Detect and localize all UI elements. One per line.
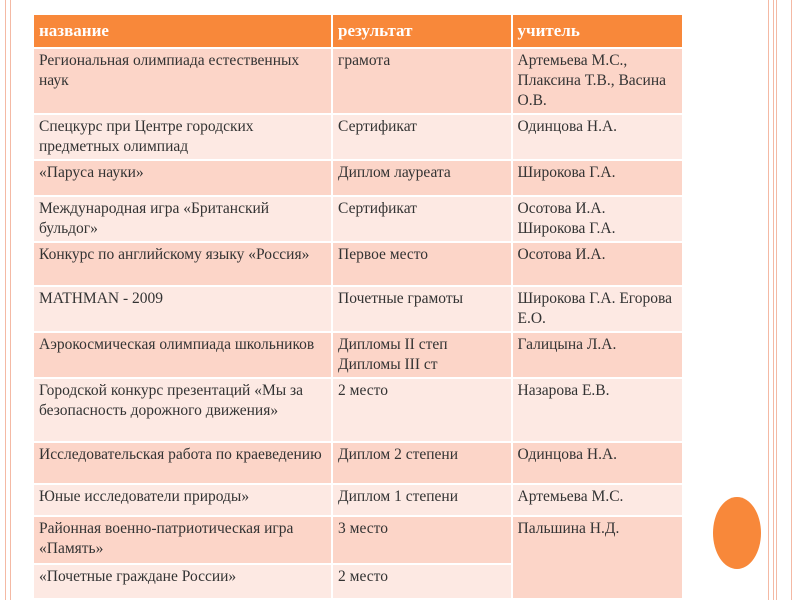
cell-result: Диплом лауреата — [331, 159, 513, 197]
header-teacher: учитель — [510, 13, 685, 49]
cell-teacher: Назарова Е.В. — [510, 377, 685, 443]
slide-frame-left — [5, 0, 11, 600]
cell-name: Юные исследователи природы» — [31, 483, 334, 517]
cell-name: Спецкурс при Центре городских предметных… — [31, 113, 334, 161]
cell-teacher: Галицына Л.А. — [510, 331, 685, 379]
table-row: Региональная олимпиада естественных наук… — [31, 47, 685, 115]
table-row: Юные исследователи природы» Диплом 1 степ… — [31, 483, 685, 517]
table-row: «Почетные граждане России» 2 место — [31, 563, 683, 600]
table-row: Конкурс по английскому языку «Россия» Пер… — [31, 241, 685, 287]
table-row: Аэрокосмическая олимпиада школьников Дипл… — [31, 331, 685, 379]
cell-name: Районная военно-патриотическая игра «Пам… — [31, 515, 334, 565]
cell-result: Дипломы II степ Дипломы III ст — [331, 331, 513, 379]
cell-name: MATHMAN - 2009 — [31, 285, 334, 333]
cell-result: Сертификат — [331, 113, 513, 161]
cell-name: Международная игра «Британский бульдог» — [31, 195, 334, 243]
slide-frame-right-outer — [776, 0, 792, 600]
cell-name: Городской конкурс презентаций «Мы за без… — [31, 377, 334, 443]
cell-name: Конкурс по английскому языку «Россия» — [31, 241, 334, 287]
table-row: Городской конкурс презентаций «Мы за без… — [31, 377, 685, 443]
table-row: Районная военно-патриотическая игра «Пам… — [31, 515, 685, 600]
cell-teacher: Пальшина Н.Д. — [510, 515, 685, 600]
table-row: «Паруса науки» Диплом лауреата Широкова Г.… — [31, 159, 685, 197]
cell-result: Диплом 1 степени — [331, 483, 513, 517]
cell-result: 3 место — [331, 515, 513, 565]
decorative-circle — [713, 497, 761, 569]
table-header-row: название результат учитель — [31, 13, 685, 49]
cell-teacher: Широкова Г.А. Егорова Е.О. — [510, 285, 685, 333]
cell-teacher: Артемьева М.С. — [510, 483, 685, 517]
cell-result: Диплом 2 степени — [331, 441, 513, 485]
cell-teacher: Артемьева М.С., Плаксина Т.В., Васина О.… — [510, 47, 685, 115]
cell-teacher: Осотова И.А. Широкова Г.А. — [510, 195, 685, 243]
awards-table: название результат учитель Региональная … — [31, 13, 685, 600]
cell-name: Исследовательская работа по краеведению — [31, 441, 334, 485]
cell-result: грамота — [331, 47, 513, 115]
cell-teacher: Одинцова Н.А. — [510, 113, 685, 161]
cell-name: «Почетные граждане России» — [31, 563, 334, 600]
cell-result: Почетные грамоты — [331, 285, 513, 333]
cell-name: Аэрокосмическая олимпиада школьников — [31, 331, 334, 379]
header-name: название — [31, 13, 334, 49]
cell-result: 2 место — [331, 563, 513, 600]
cell-result: Первое место — [331, 241, 513, 287]
cell-name: Региональная олимпиада естественных наук — [31, 47, 334, 115]
table-row: Спецкурс при Центре городских предметных… — [31, 113, 685, 161]
cell-result: 2 место — [331, 377, 513, 443]
cell-teacher: Одинцова Н.А. — [510, 441, 685, 485]
cell-result: Сертификат — [331, 195, 513, 243]
cell-teacher: Осотова И.А. — [510, 241, 685, 287]
table-row: Международная игра «Британский бульдог» С… — [31, 195, 685, 243]
table-row: MATHMAN - 2009 Почетные грамоты Широкова Г… — [31, 285, 685, 333]
slide-frame-right — [768, 0, 774, 600]
table-row: Исследовательская работа по краеведению Д… — [31, 441, 685, 485]
cell-teacher: Широкова Г.А. — [510, 159, 685, 197]
header-result: результат — [331, 13, 513, 49]
cell-name: «Паруса науки» — [31, 159, 334, 197]
